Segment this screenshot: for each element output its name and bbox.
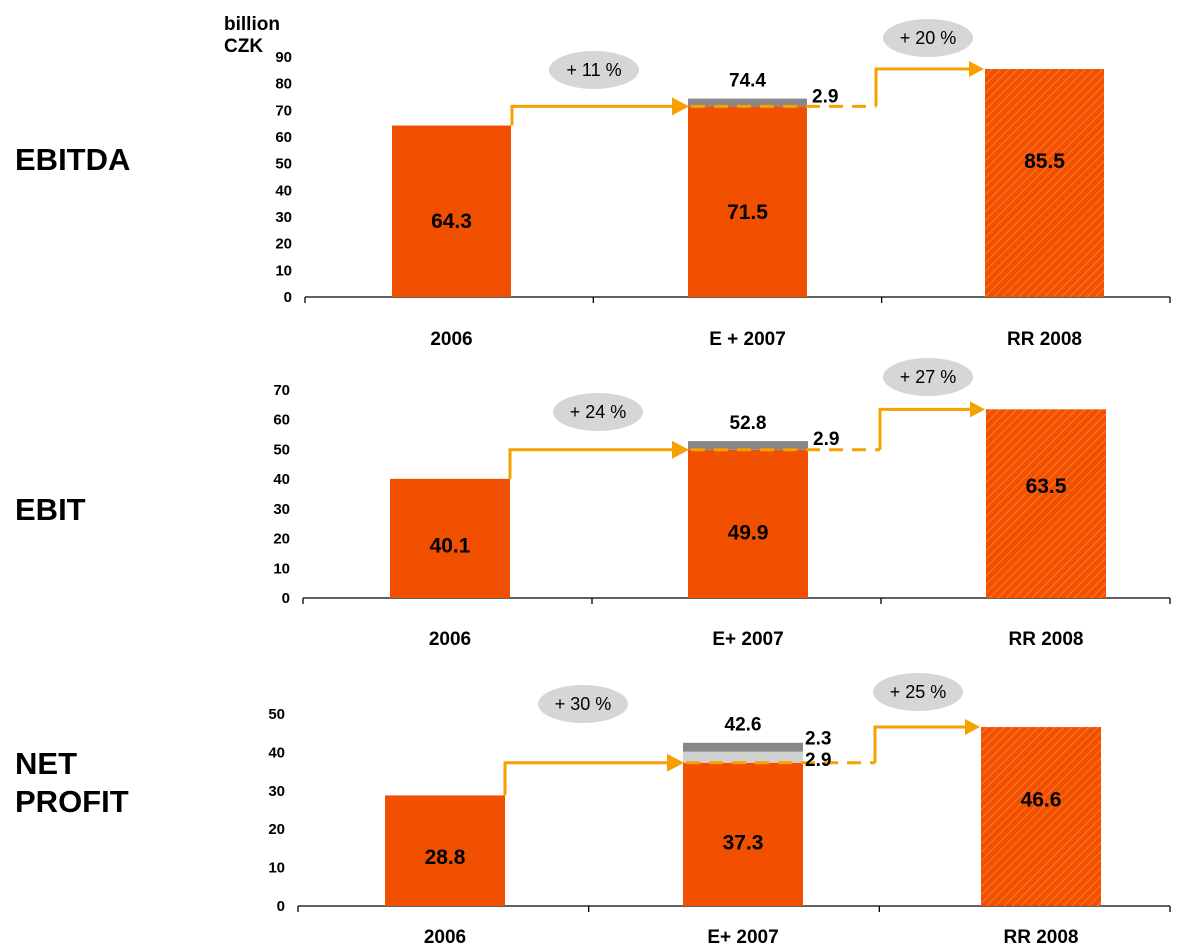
- y-tick-label: 30: [268, 783, 285, 800]
- bar-value-label: 37.3: [723, 832, 764, 855]
- middle-total-label: 74.4: [729, 71, 766, 92]
- middle-total-label: 52.8: [730, 413, 767, 434]
- y-tick-label: 60: [275, 129, 292, 146]
- y-tick-label: 10: [268, 860, 285, 877]
- category-label: E+ 2007: [707, 927, 778, 948]
- stack-label: 2.9: [813, 429, 839, 450]
- category-label: 2006: [424, 927, 466, 948]
- growth-arrow: [503, 761, 669, 796]
- unit-label: CZK: [224, 36, 263, 57]
- growth-bubble: [883, 358, 973, 396]
- category-label: RR 2008: [1009, 629, 1084, 650]
- y-tick-label: 70: [275, 102, 292, 119]
- category-label: E + 2007: [709, 329, 786, 350]
- bar-value-label: 71.5: [727, 201, 768, 224]
- bar-2006: [390, 478, 510, 598]
- category-label: 2006: [430, 329, 472, 350]
- growth-arrow: [510, 104, 674, 126]
- row-label: NET: [15, 746, 77, 781]
- stack-segment: [688, 441, 808, 450]
- y-tick-label: 0: [277, 898, 285, 915]
- category-label: E+ 2007: [712, 629, 783, 650]
- growth-label: + 11 %: [566, 60, 621, 80]
- stack-label: 2.3: [805, 728, 831, 749]
- growth-bubble: [538, 685, 628, 723]
- growth-arrow: [508, 448, 674, 479]
- category-label: RR 2008: [1004, 927, 1079, 948]
- y-tick-label: 40: [268, 744, 285, 761]
- growth-label: + 27 %: [900, 367, 957, 387]
- growth-label: + 30 %: [555, 694, 612, 714]
- growth-bubble: [549, 51, 639, 89]
- bar-value-label: 28.8: [425, 846, 466, 869]
- y-tick-label: 20: [268, 821, 285, 838]
- row-label: EBITDA: [15, 142, 130, 177]
- stack-segment: [683, 751, 803, 763]
- growth-label: + 24 %: [570, 402, 627, 422]
- row-label: EBIT: [15, 492, 86, 527]
- y-tick-label: 50: [273, 441, 290, 458]
- y-tick-label: 40: [275, 182, 292, 199]
- y-tick-label: 60: [273, 412, 290, 429]
- y-tick-label: 0: [284, 289, 292, 306]
- category-label: 2006: [429, 629, 471, 650]
- arrow-head-icon: [667, 753, 684, 772]
- bar-rr2008: [981, 727, 1101, 906]
- y-tick-label: 20: [273, 531, 290, 548]
- arrow-head-icon: [672, 97, 689, 116]
- growth-label: + 20 %: [900, 28, 957, 48]
- bar-value-label: 63.5: [1026, 475, 1067, 498]
- arrow-head-icon: [969, 61, 984, 77]
- y-tick-label: 30: [275, 209, 292, 226]
- y-tick-label: 50: [268, 706, 285, 723]
- bar-rr2008: [986, 409, 1106, 598]
- bar-e+2007: [688, 106, 807, 297]
- y-tick-label: 20: [275, 236, 292, 253]
- y-tick-label: 90: [275, 49, 292, 66]
- category-label: RR 2008: [1007, 329, 1082, 350]
- y-tick-label: 10: [275, 262, 292, 279]
- y-tick-label: 10: [273, 560, 290, 577]
- growth-bubble: [553, 393, 643, 431]
- y-tick-label: 50: [275, 156, 292, 173]
- bar-value-label: 85.5: [1024, 150, 1065, 173]
- growth-arrow: [878, 407, 972, 450]
- bar-e+2007: [688, 449, 808, 598]
- y-tick-label: 0: [282, 590, 290, 607]
- bar-value-label: 40.1: [430, 534, 471, 557]
- stack-segment: [683, 742, 803, 752]
- arrow-head-icon: [965, 719, 980, 736]
- bar-e+2007: [683, 762, 803, 906]
- bar-2006: [392, 125, 511, 298]
- y-tick-label: 30: [273, 501, 290, 518]
- y-tick-label: 80: [275, 76, 292, 93]
- bar-2006: [385, 795, 505, 906]
- bar-rr2008: [985, 69, 1104, 297]
- bar-value-label: 64.3: [431, 210, 472, 233]
- row-label: PROFIT: [15, 784, 129, 819]
- y-tick-label: 70: [273, 382, 290, 399]
- stack-label: 2.9: [812, 87, 838, 108]
- growth-bubble: [873, 673, 963, 711]
- middle-total-label: 42.6: [725, 714, 762, 735]
- growth-label: + 25 %: [890, 682, 947, 702]
- unit-label: billion: [224, 14, 280, 35]
- stack-segment: [688, 98, 807, 107]
- y-tick-label: 40: [273, 471, 290, 488]
- growth-bubble: [883, 19, 973, 57]
- bar-value-label: 49.9: [728, 521, 769, 544]
- stack-label: 2.9: [805, 750, 831, 771]
- arrow-head-icon: [970, 401, 985, 418]
- bar-value-label: 46.6: [1021, 789, 1062, 812]
- growth-arrow: [873, 725, 967, 763]
- growth-arrow: [874, 67, 971, 107]
- arrow-head-icon: [672, 440, 689, 459]
